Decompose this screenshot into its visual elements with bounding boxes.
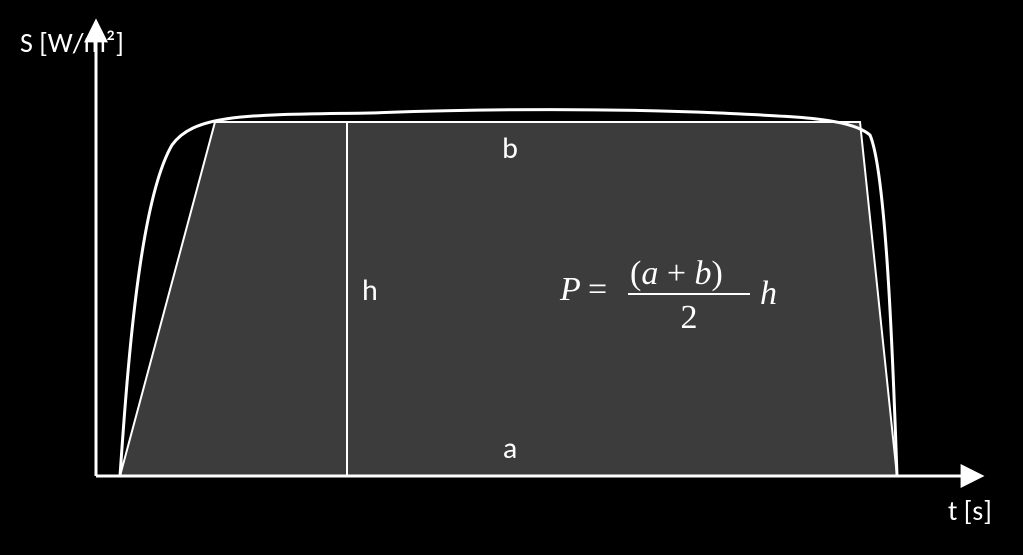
label-b: b xyxy=(502,130,518,167)
svg-text:P: P xyxy=(559,271,581,308)
svg-text:(a + b): (a + b) xyxy=(630,255,723,292)
diagram-canvas: S [W/m²] t [s] b h a P = (a + b) 2 h xyxy=(0,0,1023,555)
svg-text:2: 2 xyxy=(681,299,698,336)
x-axis-label: t [s] xyxy=(948,493,992,528)
y-axis-label: S [W/m²] xyxy=(20,25,124,60)
label-a: a xyxy=(503,430,517,467)
svg-text:h: h xyxy=(760,275,777,312)
trapezoid-shape xyxy=(120,122,897,476)
svg-text:=: = xyxy=(588,271,607,308)
label-h: h xyxy=(362,272,378,309)
